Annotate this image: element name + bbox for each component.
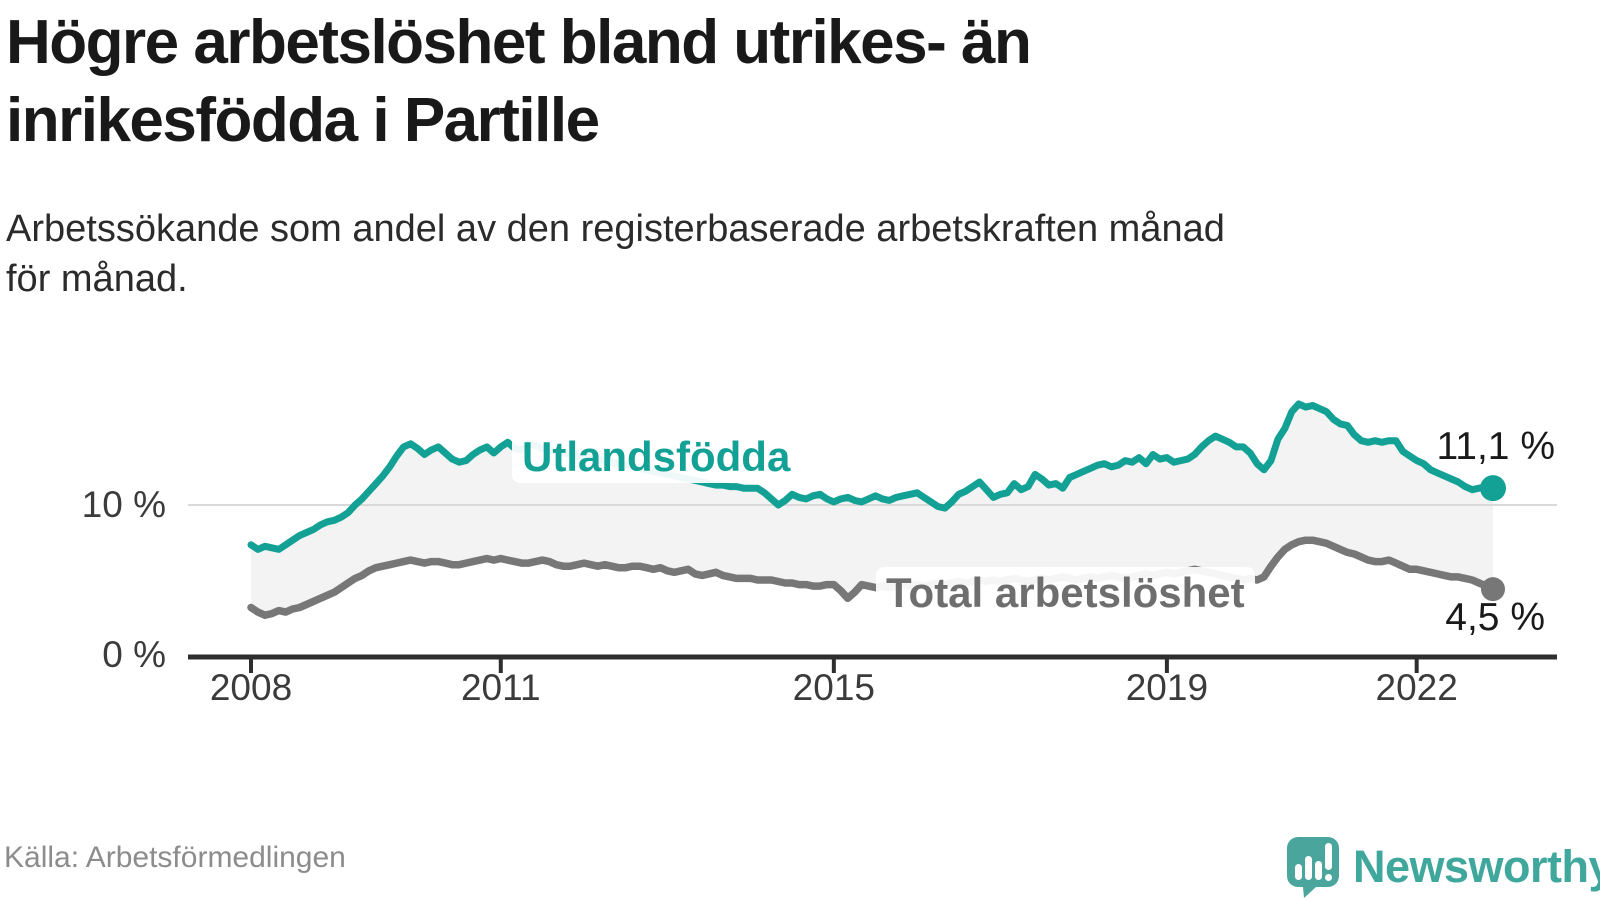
- utlandsfodda-end-dot: [1480, 475, 1506, 502]
- chart-title: Högre arbetslöshet bland utrikes- än inr…: [6, 4, 1526, 160]
- total-end-dot: [1481, 577, 1505, 602]
- subtitle-line-1: Arbetssökande som andel av den registerb…: [6, 208, 1225, 250]
- x-tick-label-2019: 2019: [1125, 667, 1209, 708]
- exclamation-bar: [1325, 843, 1332, 870]
- y-tick-label-0: 0 %: [102, 634, 166, 675]
- x-tick-label-2015: 2015: [792, 667, 875, 708]
- newsworthy-logo: Newsworthy: [1286, 836, 1600, 898]
- x-tick-label-2022: 2022: [1375, 667, 1458, 708]
- y-tick-label-10: 10 %: [81, 484, 166, 525]
- source-note: Källa: Arbetsförmedlingen: [4, 841, 346, 874]
- x-axis-tick-marks: [249, 657, 1419, 673]
- subtitle-line-2: för månad.: [6, 258, 188, 301]
- utlandsfodda-line: [247, 400, 1497, 553]
- title-line-1: Högre arbetslöshet bland utrikes- än: [6, 8, 1032, 77]
- total-line: [247, 536, 1497, 619]
- newsworthy-wordmark: Newsworthy: [1353, 841, 1600, 892]
- end-value-utlandsfodda: 11,1 %: [1436, 425, 1555, 468]
- newsworthy-logo-icon: [1287, 837, 1339, 898]
- series-label-utlandsfodda: Utlandsfödda: [512, 431, 801, 483]
- x-tick-label-2008: 2008: [209, 667, 293, 708]
- end-value-total: 4,5 %: [1445, 596, 1545, 639]
- x-tick-label-2011: 2011: [460, 667, 541, 708]
- chart-subtitle: Arbetssökande som andel av den registerb…: [6, 204, 1566, 304]
- title-line-2: inrikesfödda i Partille: [6, 86, 600, 156]
- bar-chart-glyph: [1295, 843, 1332, 881]
- series-label-total-arbetsloshet: Total arbetslöshet: [876, 567, 1255, 619]
- exclamation-dot: [1325, 874, 1332, 881]
